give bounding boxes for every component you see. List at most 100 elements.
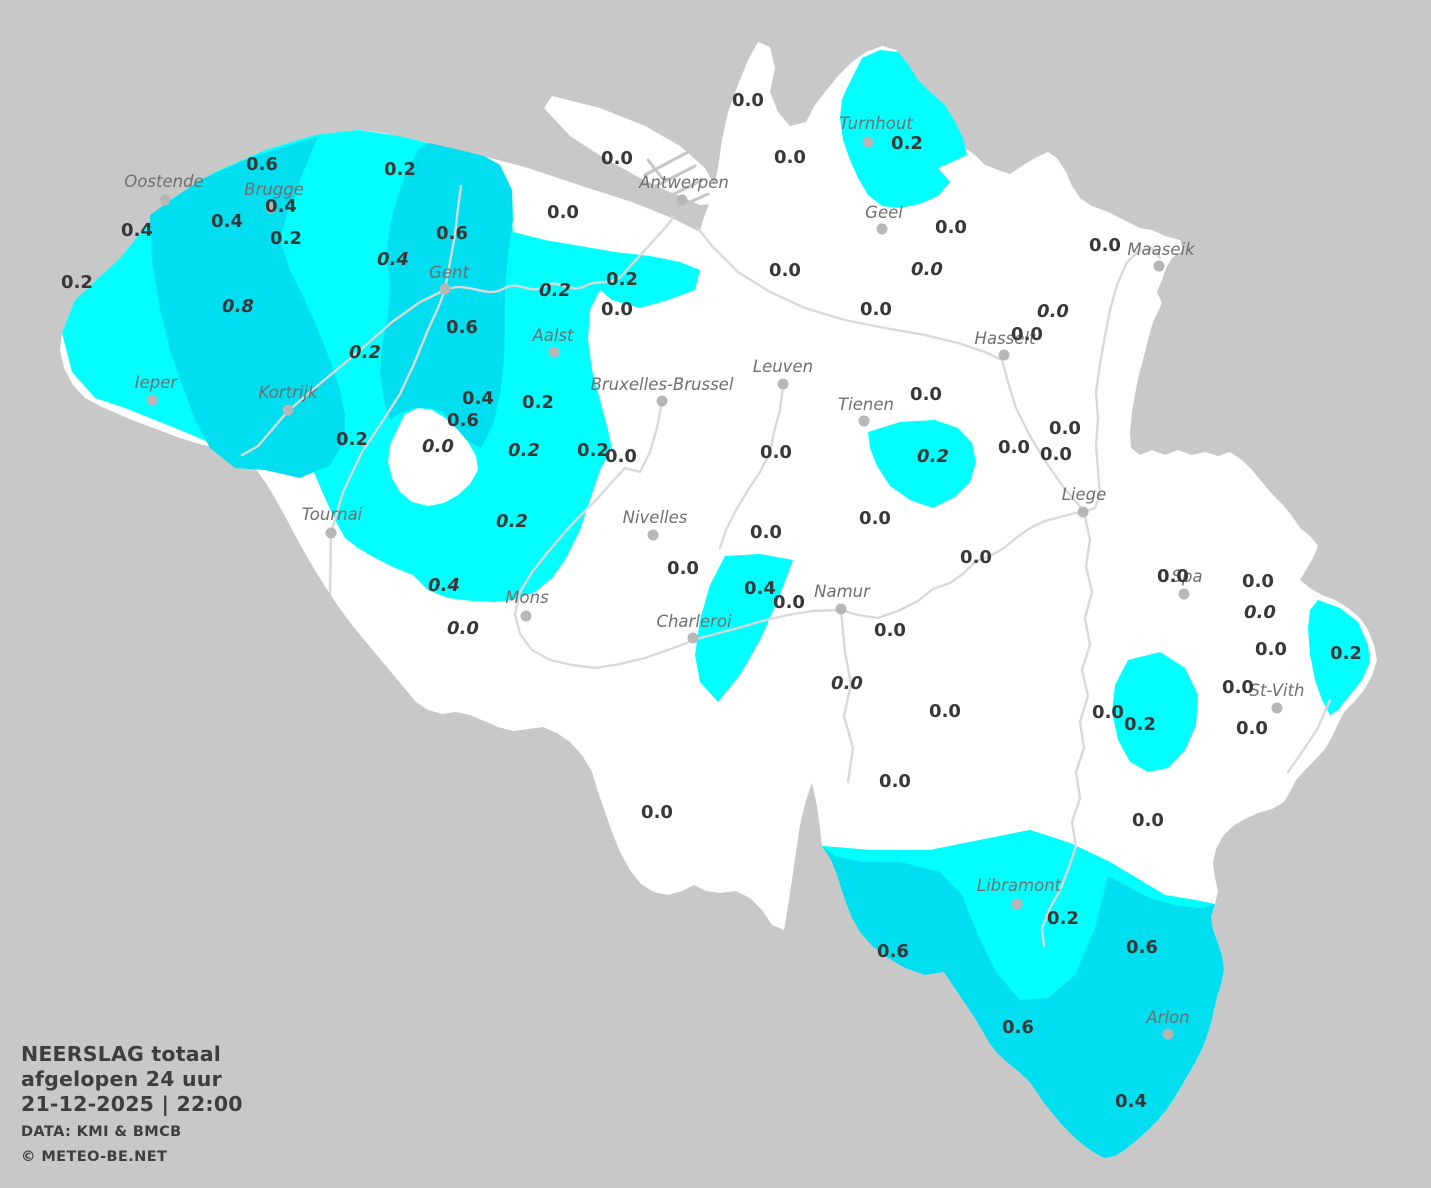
city-label: Liege: [1062, 485, 1107, 504]
city-marker-gent: Gent: [429, 263, 469, 295]
precip-value-label: 0.0: [601, 148, 633, 169]
city-label: Mons: [505, 588, 549, 607]
city-dot: [325, 527, 337, 539]
precip-value-label: 0.2: [496, 511, 528, 532]
precip-value-label: 0.0: [1157, 566, 1189, 587]
city-marker-aalst: Aalst: [531, 326, 574, 358]
precip-value-label: 0.4: [377, 249, 409, 270]
precip-value-label: 0.2: [891, 133, 923, 154]
city-dot: [159, 194, 171, 206]
precip-value-label: 0.2: [61, 272, 93, 293]
river-schelde-upper: [328, 288, 447, 602]
precip-value-label: 0.0: [874, 620, 906, 641]
precip-value-label: 0.2: [606, 269, 638, 290]
city-marker-libramont: Libramont: [977, 876, 1062, 910]
precip-patch-tienen: [868, 420, 976, 508]
city-dot: [439, 283, 451, 295]
precip-value-label: 0.0: [1092, 702, 1124, 723]
canal-brussels-charleroi: [513, 400, 695, 670]
precip-value-label: 0.2: [539, 280, 571, 301]
precip-value-label: 0.0: [1049, 418, 1081, 439]
city-label: Libramont: [977, 876, 1062, 895]
precip-value-label: 0.4: [462, 388, 494, 409]
city-label: Ieper: [135, 373, 179, 392]
city-dot: [676, 194, 688, 206]
precip-value-label: 0.2: [577, 440, 609, 461]
precip-patch-turnhout: [840, 50, 967, 208]
precip-value-label: 0.0: [960, 547, 992, 568]
precip-value-label: 0.4: [428, 575, 460, 596]
city-dot: [876, 223, 888, 235]
city-dot: [835, 603, 847, 615]
city-label: Charleroi: [656, 612, 731, 631]
city-marker-mons: Mons: [505, 588, 549, 622]
precip-value-label: 0.2: [270, 228, 302, 249]
precip-value-label: 0.0: [773, 592, 805, 613]
precip-patch-stavelot: [1112, 652, 1198, 772]
precip-value-label: 0.0: [605, 446, 637, 467]
city-dot: [1077, 506, 1089, 518]
city-marker-oostende: Oostende: [124, 172, 204, 206]
city-marker-spa: Spa: [1171, 567, 1203, 600]
precip-value-label: 0.4: [1115, 1091, 1147, 1112]
precip-value-label: 0.0: [760, 442, 792, 463]
precip-value-label: 0.4: [211, 211, 243, 232]
precip-value-label: 0.2: [522, 392, 554, 413]
city-dot: [548, 346, 560, 358]
albert-canal: [688, 216, 1086, 514]
precip-value-label: 0.0: [774, 147, 806, 168]
precip-value-label: 0.0: [910, 384, 942, 405]
scheldt-estuary-channel: [370, 120, 702, 232]
cities-layer: Oostende Brugge Gent Antwerpen Turnhout Geel M…: [124, 114, 1305, 1040]
precip-region-coast-band-dark: [150, 137, 345, 478]
precip-value-label: 0.0: [1242, 571, 1274, 592]
precip-value-label: 0.6: [1002, 1017, 1034, 1038]
precip-value-label: 0.6: [447, 410, 479, 431]
city-dot: [1153, 260, 1165, 272]
city-dot: [998, 349, 1010, 361]
city-marker-charleroi: Charleroi: [656, 612, 732, 644]
precip-value-label: 0.0: [422, 436, 454, 457]
city-marker-leuven: Leuven: [753, 357, 813, 390]
city-marker-antwerpen: Antwerpen: [638, 173, 729, 206]
river-sambre: [691, 608, 843, 642]
city-dot: [265, 202, 277, 214]
city-label: Bruxelles-Brussel: [591, 375, 734, 394]
precip-value-label: 0.0: [911, 259, 943, 280]
city-dot: [687, 632, 699, 644]
title-line-1: NEERSLAG totaal: [21, 1042, 221, 1066]
canal-gent-terneuzen: [443, 184, 463, 291]
values-layer: 0.00.00.20.00.00.6 0.20.40.40.20.40.20.60…: [61, 90, 1362, 1112]
city-dot: [146, 394, 158, 406]
precip-value-label: 0.0: [860, 299, 892, 320]
precip-value-label: 0.0: [1244, 602, 1276, 623]
precip-value-label: 0.0: [732, 90, 764, 111]
precip-value-label: 0.0: [1236, 718, 1268, 739]
city-dot: [282, 404, 294, 416]
precip-patch-east-border: [1308, 600, 1370, 715]
title-line-2: afgelopen 24 uur: [21, 1067, 222, 1091]
city-marker-nivelles: Nivelles: [623, 508, 688, 541]
precip-value-label: 0.6: [436, 223, 468, 244]
city-marker-turnhout: Turnhout: [839, 114, 913, 148]
city-label: Tienen: [838, 395, 894, 414]
precip-value-label: 0.6: [446, 317, 478, 338]
precip-value-label: 0.0: [1132, 810, 1164, 831]
dry-zone-hole: [388, 408, 478, 506]
precip-value-label: 0.2: [917, 446, 949, 467]
city-marker-arlon: Arlon: [1145, 1008, 1190, 1040]
city-label: Maaseik: [1127, 240, 1196, 259]
city-dot: [1178, 588, 1190, 600]
city-label: Oostende: [124, 172, 203, 191]
city-dot: [656, 395, 668, 407]
city-marker-namur: Namur: [814, 582, 871, 615]
city-label: Leuven: [753, 357, 813, 376]
city-label: Tournai: [302, 505, 363, 524]
precip-value-label: 0.2: [336, 429, 368, 450]
city-marker-bruxelles-brussel: Bruxelles-Brussel: [591, 375, 734, 407]
precip-value-label: 0.0: [547, 202, 579, 223]
precip-value-label: 0.2: [1124, 714, 1156, 735]
city-marker-tournai: Tournai: [302, 505, 363, 539]
